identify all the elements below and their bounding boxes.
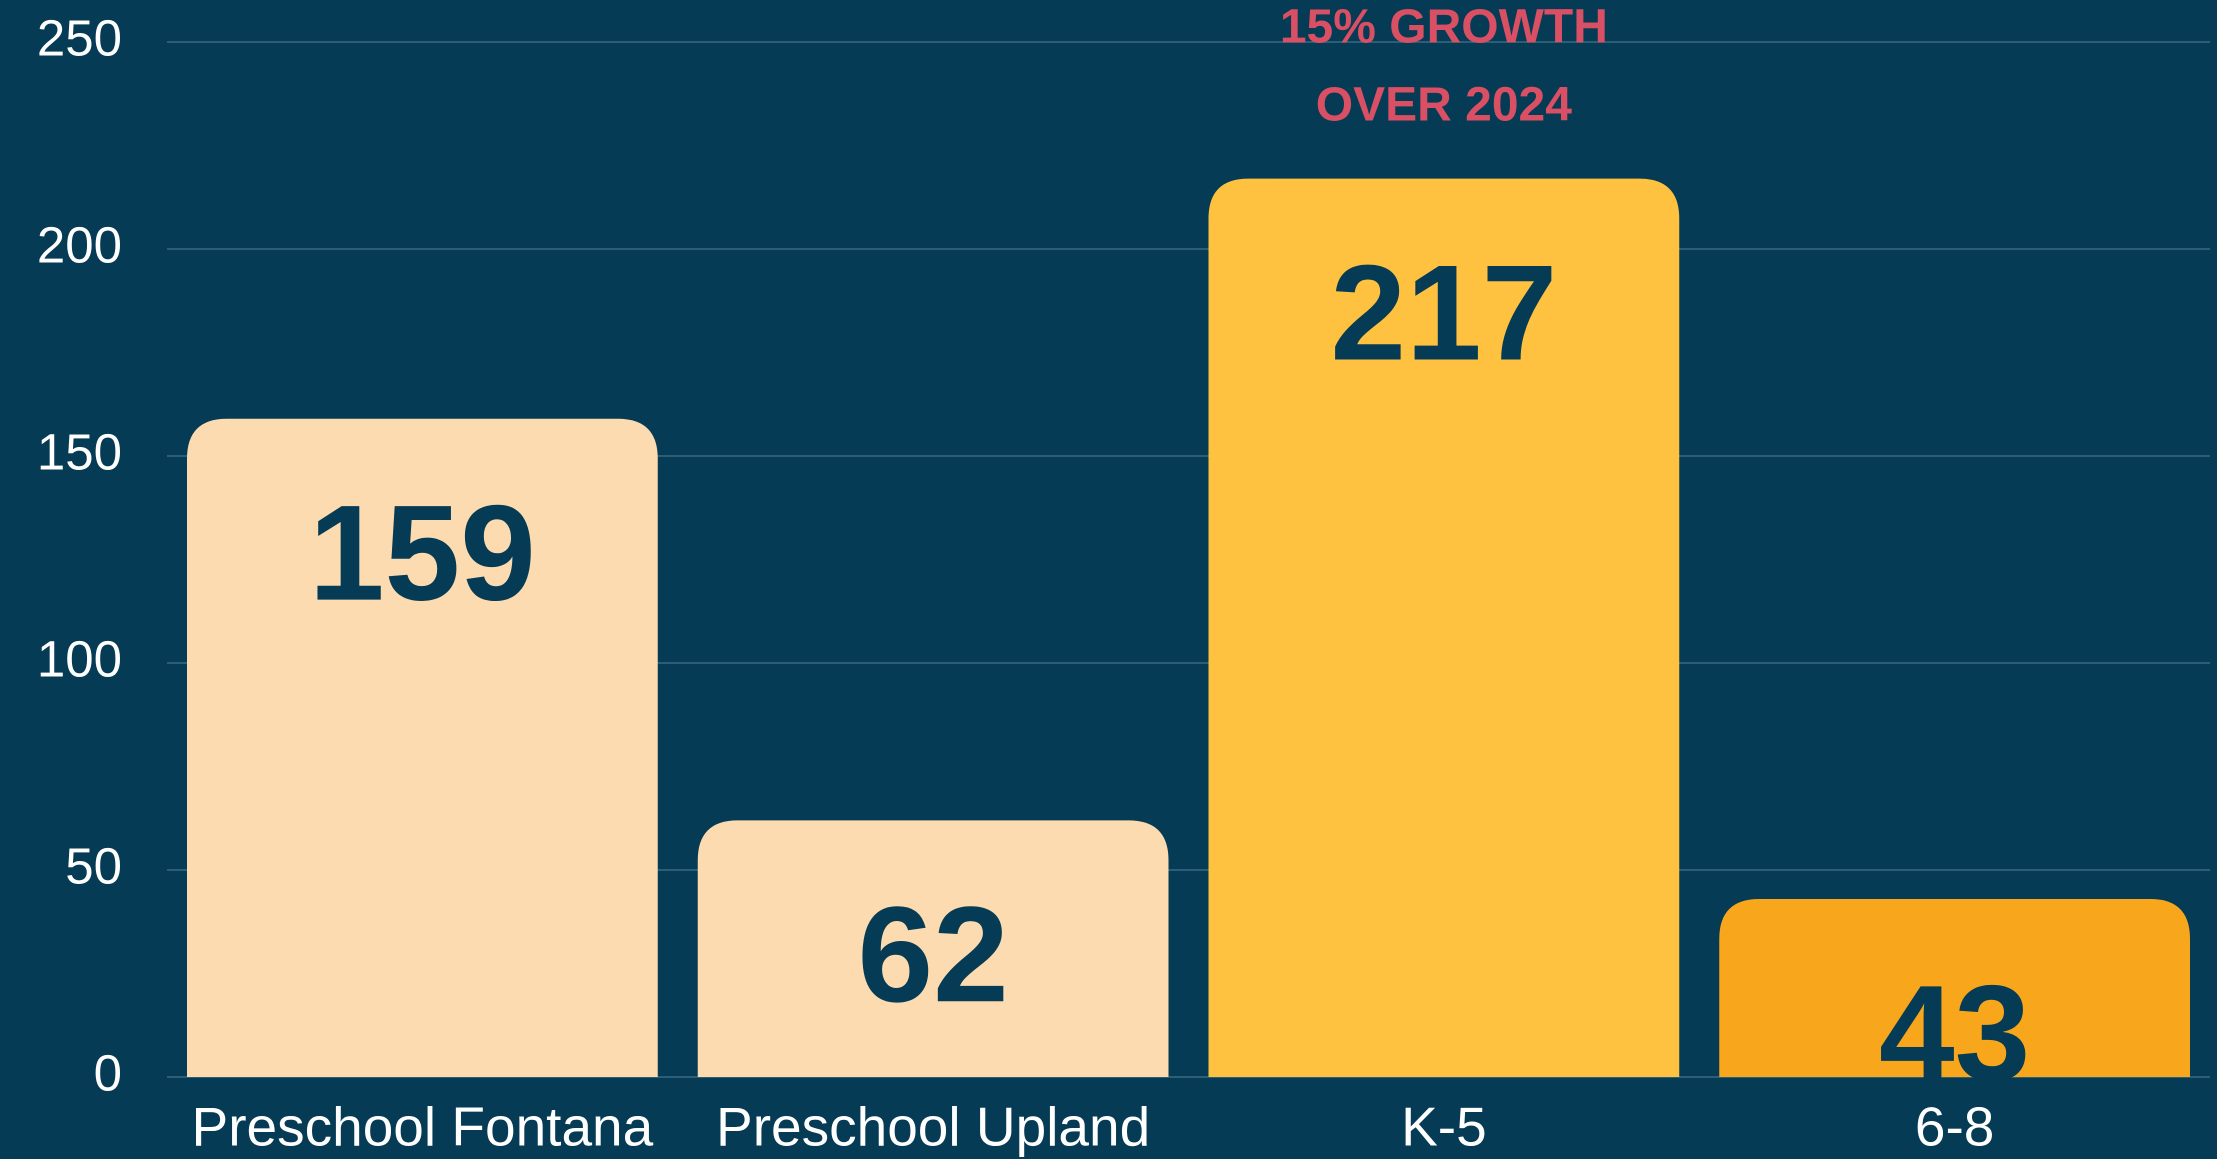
y-tick-label: 250 xyxy=(37,9,122,66)
data-label: 217 xyxy=(1330,237,1557,389)
annotation: OVER 2024 xyxy=(1316,79,1572,132)
x-tick-label: Preschool Upland xyxy=(716,1096,1150,1158)
data-label: 43 xyxy=(1879,957,2030,1109)
y-tick-label: 150 xyxy=(37,423,122,480)
annotation: 15% GROWTH xyxy=(1280,1,1608,54)
bar xyxy=(1208,178,1680,1077)
x-tick-label: 6-8 xyxy=(1915,1096,1995,1158)
y-tick-label: 0 xyxy=(94,1044,122,1101)
x-tick-label: K-5 xyxy=(1401,1096,1487,1158)
bar xyxy=(697,820,1169,1077)
bar xyxy=(1719,898,2190,1077)
y-tick-label: 200 xyxy=(37,216,122,273)
data-label: 159 xyxy=(309,477,536,629)
y-tick-label: 100 xyxy=(37,630,122,687)
y-tick-label: 50 xyxy=(65,837,122,894)
bar xyxy=(187,418,658,1077)
x-tick-label: Preschool Fontana xyxy=(192,1096,654,1158)
data-label: 62 xyxy=(857,878,1008,1030)
